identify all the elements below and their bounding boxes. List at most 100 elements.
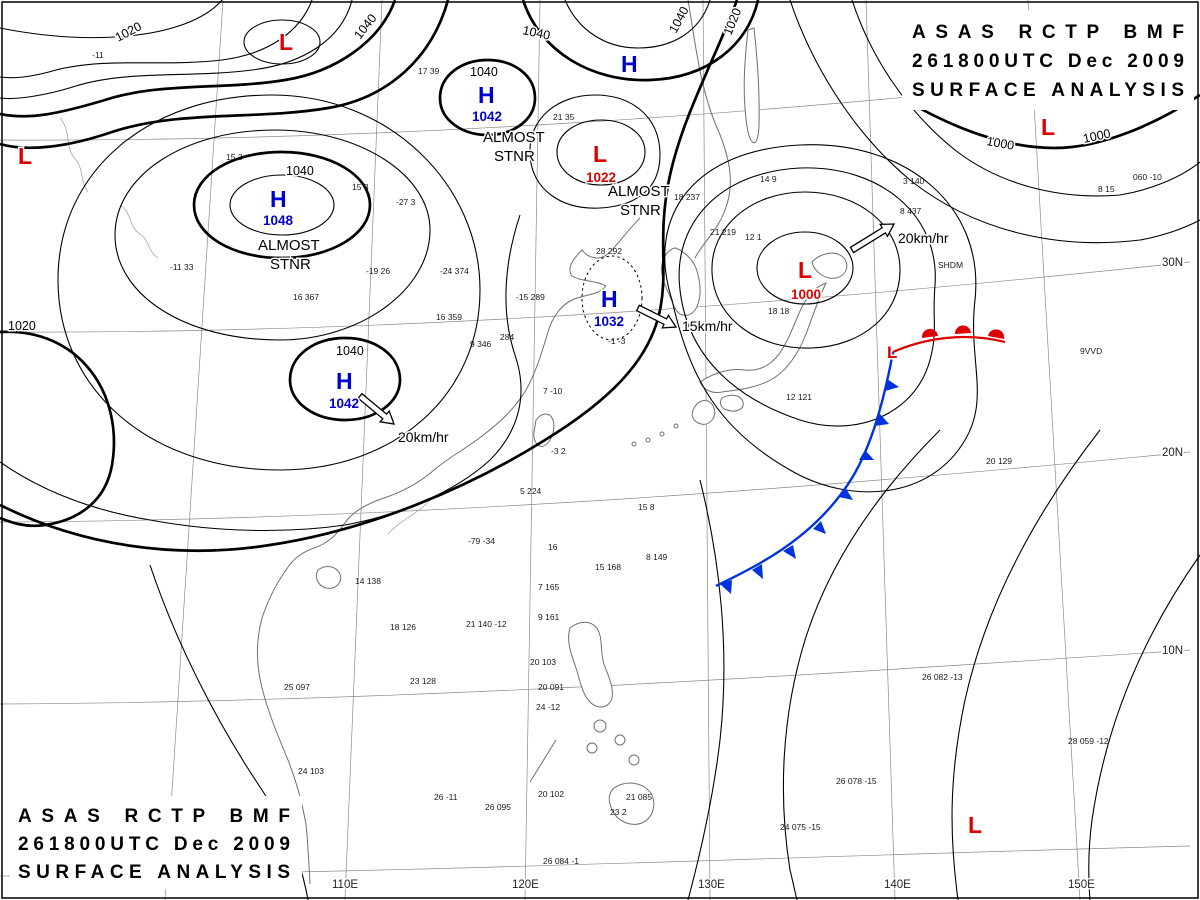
- isobar-1020-main: [0, 0, 739, 553]
- low-center-symbol: L: [18, 143, 32, 169]
- isobar-label: 1020: [721, 6, 744, 37]
- title-block-top-right: ASAS RCTP BMF 261800UTC Dec 2009 SURFACE…: [902, 10, 1194, 110]
- isobar-1040: [521, 0, 760, 82]
- station-plot: 26 084 -1: [543, 856, 579, 866]
- coastline-kyushu: [691, 400, 716, 425]
- river: [119, 204, 159, 259]
- coastline-primorye: [687, 0, 731, 259]
- coastline-honshu: [699, 282, 827, 393]
- station-plot: -27 3: [396, 197, 416, 207]
- meridian-130e: [702, 0, 711, 900]
- high-center-symbol: H: [621, 51, 638, 77]
- longitude-label: 120E: [512, 879, 539, 891]
- longitude-label: 140E: [884, 879, 911, 891]
- high-center-value: 1042: [472, 109, 502, 124]
- isobar-1040: [0, 0, 450, 150]
- movement-speed-label: 20km/hr: [898, 230, 949, 246]
- station-plot: 14 9: [760, 174, 777, 184]
- isobar-1040: [438, 58, 537, 137]
- station-plot: 20 091: [538, 682, 564, 692]
- station-plot: -15 289: [516, 292, 545, 302]
- movement-arrow: [357, 392, 395, 425]
- station-plot: 24 103: [298, 766, 324, 776]
- isobar: [1088, 554, 1200, 900]
- station-plot: 9VVD: [1080, 346, 1102, 356]
- isobar-1020: [0, 0, 397, 118]
- station-plot: -79 -34: [468, 536, 495, 546]
- parallel-30n: [0, 261, 1191, 333]
- station-plot: 20 103: [530, 657, 556, 667]
- station-plot: 24 075 -15: [780, 822, 821, 832]
- low-center-symbol: L: [798, 257, 812, 283]
- coastline-visayas-island: [628, 754, 640, 766]
- isobar-label: 1020: [8, 319, 36, 333]
- title-block-bottom-left: ASAS RCTP BMF 261800UTC Dec 2009 SURFACE…: [10, 796, 302, 888]
- almost-stnr-label: STNR: [620, 202, 661, 219]
- station-plot: 15 3: [226, 152, 243, 162]
- isobar-label: 1000: [985, 134, 1015, 153]
- station-plot: 21 219: [710, 227, 736, 237]
- latitude-label: 20N: [1162, 447, 1183, 459]
- cold-front-symbol: [813, 521, 826, 534]
- isobar: [114, 129, 431, 341]
- station-plot: 21 140 -12: [466, 619, 507, 629]
- isobar: [556, 119, 646, 186]
- isobar: [0, 0, 353, 99]
- isobar: [57, 94, 481, 471]
- coastline-mainland-asia: [257, 217, 641, 885]
- high-center-symbol: H: [270, 186, 287, 212]
- river: [387, 499, 431, 535]
- isobar: [664, 144, 978, 493]
- station-plot: 284: [500, 332, 514, 342]
- isobar-label: 1040: [470, 65, 498, 79]
- isobar: [789, 0, 1200, 244]
- warm-front-symbol: [954, 325, 971, 334]
- meridian-150e: [1027, 0, 1081, 900]
- station-plots: -11 15 3 15 3 -27 3 -11 33 16 367 -19 26…: [92, 50, 1162, 866]
- station-plot: 17 39: [418, 66, 440, 76]
- coastline-palawan: [529, 739, 557, 783]
- isobar: [678, 167, 936, 427]
- meridian-100e: [164, 0, 224, 900]
- cold-front-symbol: [885, 379, 899, 391]
- station-plot: 26 082 -13: [922, 672, 963, 682]
- station-plot: 15 3: [352, 182, 369, 192]
- low-center-value: 1022: [586, 170, 616, 185]
- station-plot: -1 -3: [608, 336, 626, 346]
- meridian-120e: [524, 0, 541, 900]
- isobar: [711, 191, 901, 349]
- cold-front-line: [715, 351, 895, 588]
- isobar-label: 1020: [113, 19, 144, 44]
- station-plot: 14 138: [355, 576, 381, 586]
- high-center-value: 1048: [263, 213, 294, 228]
- low-center-symbol: L: [887, 343, 897, 362]
- station-plot: -24 374: [440, 266, 469, 276]
- station-plot: 21 35: [553, 112, 575, 122]
- isobar: [0, 0, 223, 39]
- station-plot: 25 097: [284, 682, 310, 692]
- station-plot: 23 128: [410, 676, 436, 686]
- title-backing: [10, 796, 302, 888]
- station-plot: -11 33: [170, 262, 194, 272]
- isobar-1040: [192, 150, 372, 260]
- movement-speed-label: 15km/hr: [682, 318, 733, 334]
- isobar: [687, 479, 725, 900]
- coastline-visayas-island: [586, 742, 598, 754]
- station-plot: 12 1: [745, 232, 762, 242]
- isobar-label: 1040: [351, 11, 379, 42]
- isobar-1020-west: [0, 330, 116, 528]
- isobar: [229, 174, 335, 236]
- station-plot: 12 121: [786, 392, 812, 402]
- station-plot: -11: [92, 50, 104, 60]
- isobar: [851, 0, 1200, 197]
- isobar: [0, 214, 522, 532]
- coastline-ryukyu-island: [631, 441, 637, 447]
- longitude-label: 130E: [698, 879, 725, 891]
- isobar-label: 1040: [336, 344, 364, 358]
- station-plot: 20 129: [986, 456, 1012, 466]
- isobar: [243, 19, 321, 65]
- coastline-ryukyu-island: [659, 431, 665, 437]
- station-plot: 21 085: [626, 792, 652, 802]
